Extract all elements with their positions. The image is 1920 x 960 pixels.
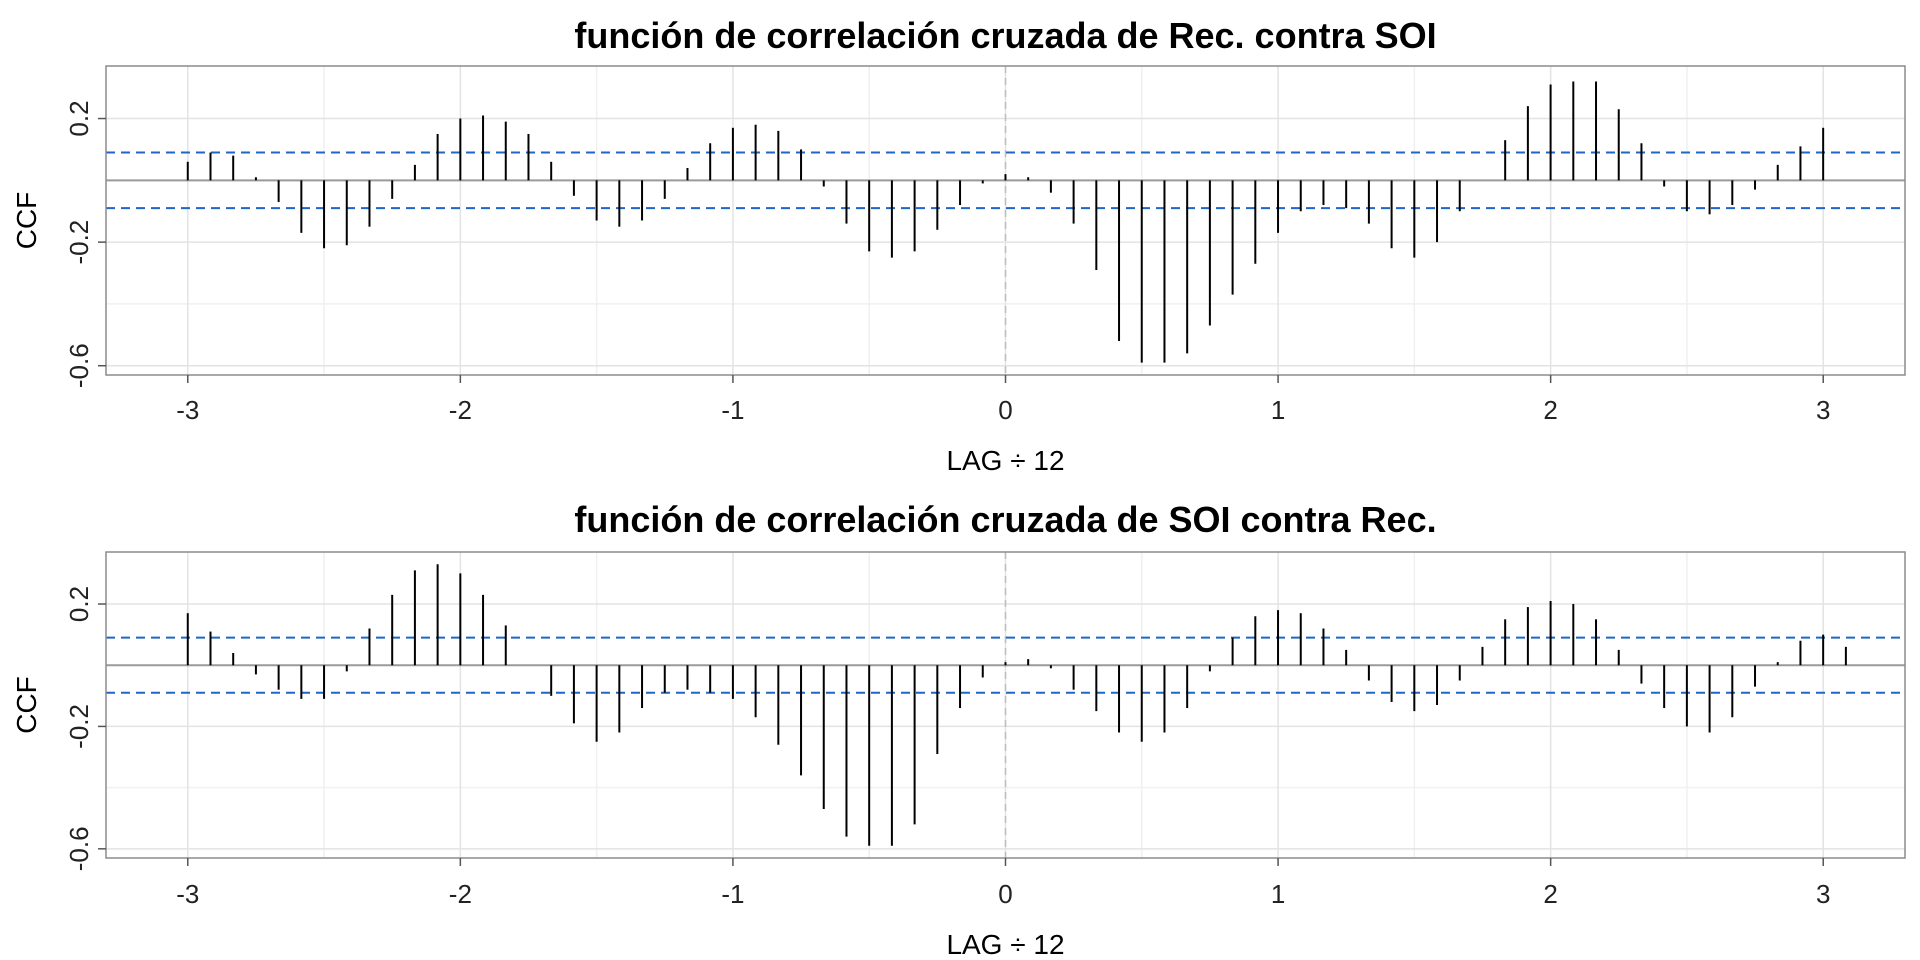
y-tick-label: -0.2	[64, 220, 94, 265]
y-tick-label: -0.2	[64, 704, 94, 749]
chart-title: función de correlación cruzada de Rec. c…	[574, 15, 1436, 56]
x-axis-label: LAG ÷ 12	[946, 929, 1064, 960]
major-gridlines	[106, 552, 1905, 858]
ccf-bars	[186, 564, 1847, 846]
ccf-panel-rec-vs-soi: -3 -2 -1 0 1 2 3 0.2 -0.2 -0.6 función de correlac…	[11, 15, 1906, 476]
x-tick-label: 0	[998, 879, 1012, 909]
x-tick-label: 1	[1271, 879, 1285, 909]
y-tick-label: 0.2	[64, 586, 94, 622]
major-gridlines	[106, 66, 1905, 375]
x-tick-label: -3	[176, 879, 199, 909]
x-tick-label: -1	[721, 395, 744, 425]
x-tick-label: 3	[1816, 879, 1830, 909]
x-axis-label: LAG ÷ 12	[946, 445, 1064, 476]
x-tick-label: -3	[176, 395, 199, 425]
x-tick-label: 3	[1816, 395, 1830, 425]
y-axis: 0.2 -0.2 -0.6	[64, 586, 106, 871]
x-tick-label: 2	[1543, 879, 1557, 909]
y-axis-label: CCF	[11, 676, 42, 734]
x-tick-label: -1	[721, 879, 744, 909]
x-tick-label: 0	[998, 395, 1012, 425]
ccf-panel-soi-vs-rec: -3 -2 -1 0 1 2 3 0.2 -0.2 -0.6 función de correlac…	[11, 499, 1906, 960]
ccf-bars	[186, 81, 1825, 363]
x-tick-label: 2	[1543, 395, 1557, 425]
x-tick-label: -2	[449, 879, 472, 909]
y-axis: 0.2 -0.2 -0.6	[64, 100, 106, 388]
y-tick-label: -0.6	[64, 343, 94, 388]
x-axis: -3 -2 -1 0 1 2 3	[176, 375, 1830, 425]
y-axis-label: CCF	[11, 192, 42, 250]
chart-title: función de correlación cruzada de SOI co…	[574, 499, 1436, 540]
y-tick-label: 0.2	[64, 100, 94, 136]
x-axis: -3 -2 -1 0 1 2 3	[176, 858, 1830, 909]
x-tick-label: 1	[1271, 395, 1285, 425]
y-tick-label: -0.6	[64, 826, 94, 871]
x-tick-label: -2	[449, 395, 472, 425]
